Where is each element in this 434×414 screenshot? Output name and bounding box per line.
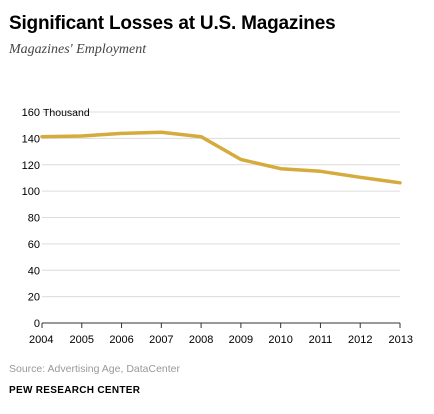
x-tick-label: 2011 (309, 334, 333, 346)
y-tick-label: 20 (28, 292, 40, 304)
y-axis-ticks: 0 20 40 60 80 100 120 140 160 (22, 107, 40, 330)
x-tick-label: 2007 (149, 334, 173, 346)
gridlines (42, 111, 400, 298)
y-axis-unit-label: Thousand (43, 107, 90, 119)
x-tick-label: 2010 (268, 334, 292, 346)
chart-title: Significant Losses at U.S. Magazines (9, 13, 336, 34)
y-tick-label: 60 (28, 239, 40, 251)
y-tick-label: 0 (34, 318, 40, 330)
x-tick-label: 2012 (348, 334, 372, 346)
series-line (40, 130, 402, 185)
x-axis: 2004 2005 2006 2007 2008 2009 2010 2011 2012 2013 (29, 322, 413, 346)
y-tick-label: 140 (22, 133, 40, 145)
source-note: Source: Advertising Age, DataCenter (9, 363, 181, 375)
y-tick-label: 160 (22, 107, 40, 119)
brand-label: PEW RESEARCH CENTER (9, 385, 141, 396)
y-tick-label: 120 (22, 160, 40, 172)
x-tick-label: 2005 (70, 334, 94, 346)
x-tick-label: 2008 (189, 334, 213, 346)
series-layer (40, 130, 402, 185)
x-tick-label: 2013 (389, 334, 413, 346)
y-tick-label: 100 (22, 186, 40, 198)
x-tick-label: 2004 (29, 334, 53, 346)
y-tick-label: 80 (28, 213, 40, 225)
chart-subtitle: Magazines' Employment (9, 42, 147, 57)
y-tick-label: 40 (28, 265, 40, 277)
x-tick-label: 2006 (109, 334, 133, 346)
x-tick-label: 2009 (229, 334, 253, 346)
